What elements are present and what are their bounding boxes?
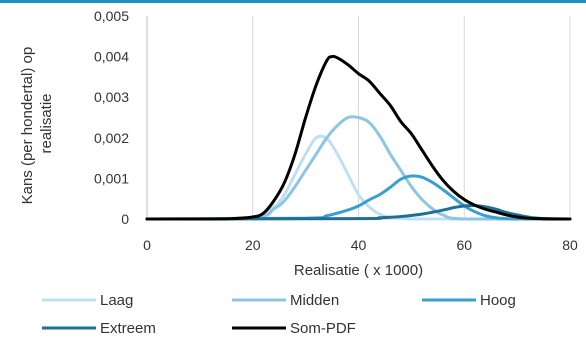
legend-label: Hoog: [480, 292, 516, 309]
series-lines: [145, 54, 572, 221]
y-axis-title-line-1: Kans (per hondertal) op: [19, 47, 36, 205]
tick-labels: 0 0,001 0,002 0,003 0,004 0,005 0 20 40 60 80: [94, 8, 578, 253]
series-line-3: [145, 204, 572, 221]
legend: Laag Midden Hoog Extreem Som-PDF: [42, 292, 516, 337]
y-tick-label: 0,005: [94, 8, 129, 24]
top-accent-line: [0, 0, 586, 3]
series-line-4: [145, 54, 572, 221]
y-tick-label: 0,002: [94, 130, 129, 146]
series-line-2: [145, 174, 572, 221]
legend-label: Laag: [100, 292, 133, 309]
x-tick-label: 0: [143, 237, 151, 253]
y-axis-title: Kans (per hondertal) op realisatie: [19, 43, 55, 205]
y-tick-label: 0,001: [94, 170, 129, 186]
y-tick-label: 0: [121, 211, 129, 227]
x-tick-label: 40: [351, 237, 367, 253]
legend-label: Som-PDF: [290, 320, 356, 337]
x-tick-label: 80: [562, 237, 578, 253]
x-tick-label: 20: [245, 237, 261, 253]
x-axis-title: Realisatie ( x 1000): [294, 262, 423, 279]
legend-label: Extreem: [100, 320, 156, 337]
x-tick-label: 60: [456, 237, 472, 253]
y-axis-title-line-2: realisatie: [38, 93, 55, 153]
y-tick-label: 0,003: [94, 89, 129, 105]
series-line-1: [145, 115, 572, 221]
legend-label: Midden: [290, 292, 339, 309]
y-tick-label: 0,004: [94, 49, 129, 65]
